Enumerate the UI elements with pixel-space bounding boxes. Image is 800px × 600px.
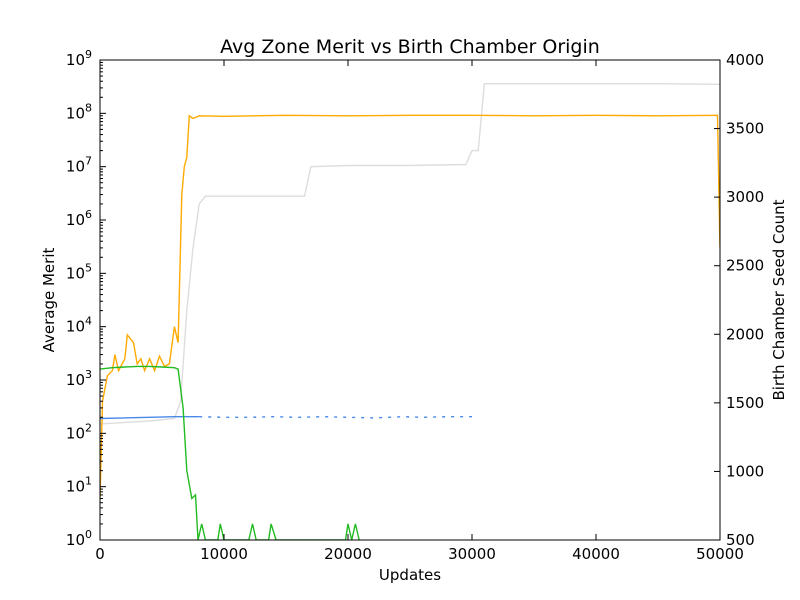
x-axis-label: Updates xyxy=(379,566,441,584)
y-left-tick-label: 100 xyxy=(66,528,92,549)
x-tick-label: 40000 xyxy=(572,545,620,563)
x-tick-label: 20000 xyxy=(324,545,372,563)
y-left-tick-label: 107 xyxy=(66,155,92,176)
y-left-tick-label: 101 xyxy=(66,475,92,496)
series-line-4 xyxy=(199,415,472,419)
x-tick-label: 30000 xyxy=(448,545,496,563)
y-left-tick-label: 102 xyxy=(66,421,92,442)
y-axis-label-right: Birth Chamber Seed Count xyxy=(770,199,788,400)
y-right-tick-label: 500 xyxy=(726,531,755,549)
series-line-3 xyxy=(100,416,200,420)
y-right-tick-label: 2000 xyxy=(726,325,764,343)
y-left-tick-label: 106 xyxy=(66,208,92,229)
series-line-1 xyxy=(100,83,720,425)
series-line-2 xyxy=(100,114,720,499)
y-axis-label-left: Average Merit xyxy=(40,248,58,353)
y-left-tick-label: 109 xyxy=(66,48,92,69)
y-left-tick-label: 104 xyxy=(66,315,92,336)
y-left-tick-label: 103 xyxy=(66,368,92,389)
y-right-tick-label: 3000 xyxy=(726,188,764,206)
y-left-tick-label: 108 xyxy=(66,101,92,122)
y-right-tick-label: 4000 xyxy=(726,51,764,69)
chart-title: Avg Zone Merit vs Birth Chamber Origin xyxy=(220,36,600,58)
y-left-tick-label: 105 xyxy=(66,261,92,282)
y-right-tick-label: 2500 xyxy=(726,257,764,275)
x-tick-label: 0 xyxy=(95,545,105,563)
x-tick-label: 10000 xyxy=(200,545,248,563)
y-right-tick-label: 1500 xyxy=(726,394,764,412)
x-tick-label: 50000 xyxy=(696,545,744,563)
y-right-tick-label: 1000 xyxy=(726,462,764,480)
plot-area-frame xyxy=(99,59,721,541)
series-line-5 xyxy=(100,365,360,540)
y-right-tick-label: 3500 xyxy=(726,120,764,138)
